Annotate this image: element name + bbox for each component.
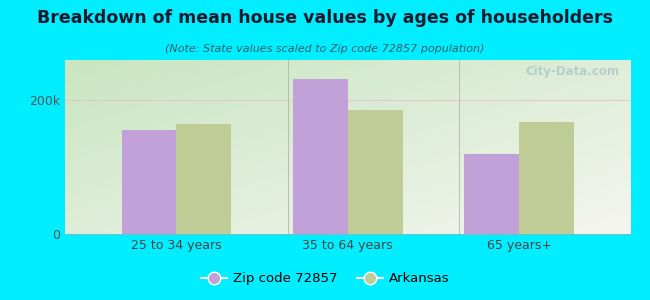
Bar [176, 124, 231, 234]
Text: (Note: State values scaled to Zip code 72857 population): (Note: State values scaled to Zip code 7… [165, 44, 485, 53]
Bar [519, 122, 574, 234]
Bar [464, 154, 519, 234]
Text: Breakdown of mean house values by ages of householders: Breakdown of mean house values by ages o… [37, 9, 613, 27]
Legend: Zip code 72857, Arkansas: Zip code 72857, Arkansas [196, 267, 454, 290]
Bar [348, 110, 402, 234]
Bar [293, 79, 348, 234]
Text: City-Data.com: City-Data.com [525, 65, 619, 78]
Bar [122, 130, 176, 234]
